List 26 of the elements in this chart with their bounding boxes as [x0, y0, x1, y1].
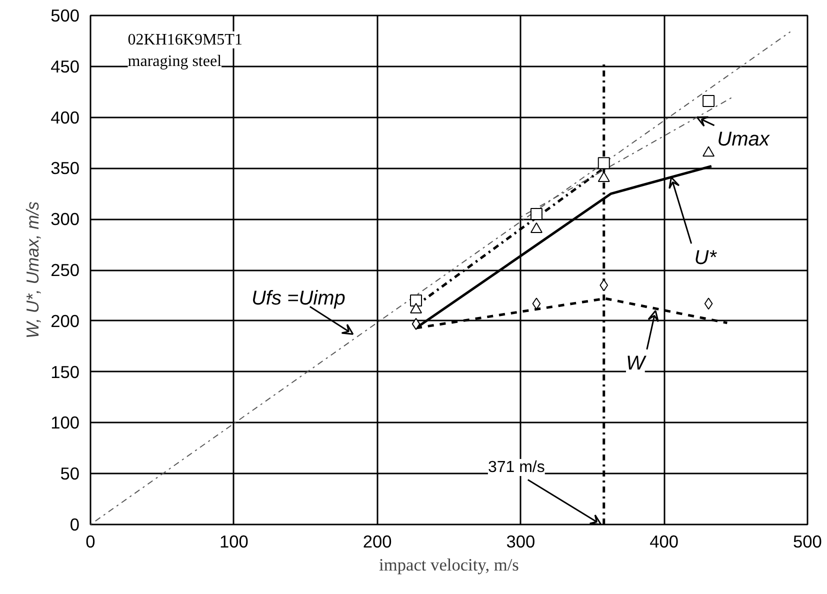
annotation: 371 m/s — [488, 458, 545, 476]
annotation: Ufs =Uimp — [251, 288, 346, 310]
y-tick-label: 450 — [50, 56, 80, 76]
y-tick-label: 400 — [50, 107, 80, 128]
annotation: Umax — [717, 128, 770, 151]
annotation: W — [626, 352, 647, 375]
y-tick-label: 100 — [50, 412, 80, 433]
y-tick-label: 250 — [50, 260, 80, 280]
y-axis-title: W, U*, Umax, m/s — [22, 201, 43, 339]
annotation: U* — [694, 246, 718, 269]
x-tick-label: 200 — [362, 532, 392, 552]
y-tick-label: 150 — [50, 362, 80, 382]
y-tick-label: 300 — [50, 209, 80, 230]
annotation: maraging steel — [128, 52, 222, 70]
x-axis-title: impact velocity, m/s — [379, 556, 520, 574]
y-tick-label: 500 — [50, 6, 80, 26]
y-tick-label: 350 — [50, 158, 80, 178]
x-tick-label: 500 — [793, 532, 822, 552]
x-tick-label: 100 — [219, 532, 248, 552]
y-tick-label: 50 — [60, 464, 80, 484]
y-tick-label: 200 — [50, 310, 80, 331]
x-tick-label: 0 — [86, 532, 96, 552]
x-tick-label: 400 — [650, 532, 679, 552]
x-tick-label: 300 — [506, 532, 536, 552]
y-tick-label: 0 — [70, 514, 80, 534]
annotation: 02KH16K9M5T1 — [128, 31, 242, 48]
